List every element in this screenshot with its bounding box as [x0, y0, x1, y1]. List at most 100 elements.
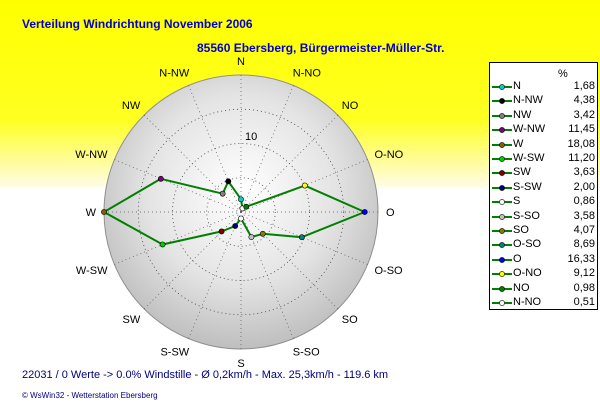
direction-label: NW [122, 100, 141, 112]
data-point-o-no [301, 182, 308, 189]
data-point-n [238, 196, 244, 203]
legend-item-name: S [513, 195, 521, 208]
direction-label: S-SW [160, 347, 189, 359]
legend-marker-icon [492, 127, 512, 134]
data-point-o [361, 209, 368, 215]
legend-item-value: 3,63 [573, 166, 595, 179]
legend-item: S-SW 2,00 [490, 181, 597, 195]
data-point-s-sw [232, 223, 239, 229]
legend-item: W-SW 11,20 [490, 152, 597, 166]
legend-item: S-SO 3,58 [490, 210, 597, 224]
legend-item: SW 3,63 [490, 166, 597, 180]
legend-item: NO 0,98 [490, 282, 597, 296]
direction-label: O [386, 207, 395, 219]
data-point-so [259, 230, 266, 237]
legend-item-name: O-SO [513, 238, 542, 251]
legend-item: S 0,86 [490, 195, 597, 209]
legend-item: O 16,33 [490, 253, 597, 267]
data-point-s [238, 215, 244, 222]
legend-item-value: 11,20 [568, 152, 595, 164]
direction-label: N [237, 56, 245, 68]
legend-item-value: 8,69 [573, 238, 595, 251]
legend-item-name: W [513, 137, 524, 150]
data-point-n-nw [225, 178, 232, 185]
legend-marker-icon [492, 84, 512, 90]
legend-marker-icon [492, 184, 512, 191]
data-point-o-so [298, 234, 305, 241]
direction-label: S [237, 358, 244, 370]
legend-marker-icon [492, 156, 512, 162]
legend-item-value: 1,68 [573, 80, 595, 92]
legend-item-value: 9,12 [573, 267, 595, 280]
legend-item-name: S-SO [513, 209, 540, 222]
grid-spoke [188, 211, 242, 339]
legend-item-name: W-NW [513, 123, 546, 136]
footer-stats: 22031 / 0 Werte -> 0.0% Windstille - Ø 0… [22, 369, 389, 381]
legend-marker-icon [492, 242, 512, 249]
legend-marker-icon [492, 141, 512, 148]
legend-item: O-SO 8,69 [490, 238, 597, 252]
legend-item: N 1,68 [490, 80, 597, 94]
direction-label: SW [122, 314, 140, 326]
grid-spoke [240, 114, 339, 213]
legend-item: N-NO 0,51 [490, 296, 597, 310]
direction-label: O-NO [375, 149, 404, 161]
legend-item-name: N-NW [513, 94, 543, 107]
direction-label: S-SO [293, 347, 320, 359]
direction-label: NO [342, 100, 359, 112]
chart-subtitle: 85560 Ebersberg, Bürgermeister-Müller-St… [197, 41, 445, 55]
legend-item-name: NW [513, 108, 532, 121]
legend-marker-icon [492, 285, 512, 292]
direction-label: SO [342, 314, 358, 326]
legend-item-value: 3,58 [573, 209, 595, 222]
data-point-w-nw [157, 175, 164, 182]
grid-ring [137, 108, 345, 316]
legend-item: SO 4,07 [490, 224, 597, 238]
legend: % N 1,68 N-NW 4,38 NW 3,42 W-NW 11,45 W 18,08 W-SW… [489, 62, 598, 310]
direction-label: W [86, 207, 97, 219]
legend-marker-icon [492, 300, 512, 306]
direction-label: O-SO [375, 265, 404, 277]
ring-tick-label: 10 [245, 131, 257, 143]
legend-item-name: NO [513, 281, 530, 294]
data-point-sw [218, 228, 225, 235]
legend-item-name: W-SW [513, 152, 545, 164]
legend-item-value: 0,86 [573, 195, 595, 208]
legend-item-name: SW [513, 166, 531, 179]
data-point-s-so [248, 234, 255, 240]
legend-item-name: O-NO [513, 267, 542, 280]
grid-spoke [114, 211, 242, 265]
footer-credit: © WsWin32 - Wetterstation Ebersberg [22, 391, 158, 400]
data-point-no [243, 203, 250, 210]
direction-label: W-SW [76, 265, 108, 277]
grid-spoke [143, 114, 242, 213]
data-point-w-sw [159, 241, 166, 248]
legend-item-name: N [513, 80, 521, 92]
legend-item: W-NW 11,45 [490, 123, 597, 137]
grid-spoke [240, 85, 294, 213]
grid-spoke [240, 211, 339, 310]
legend-item-value: 4,07 [573, 224, 595, 236]
legend-item-name: S-SW [513, 180, 542, 193]
grid-spoke [188, 85, 242, 213]
grid-spoke [240, 211, 294, 339]
data-point-nw [219, 190, 226, 197]
legend-item-value: 0,51 [573, 296, 595, 308]
legend-item-value: 16,33 [567, 252, 595, 265]
legend-item-value: 4,38 [573, 94, 595, 107]
legend-item-name: N-NO [513, 296, 542, 308]
legend-item: W 18,08 [490, 138, 597, 152]
direction-label: W-NW [75, 149, 108, 161]
legend-marker-icon [492, 213, 512, 220]
legend-marker-icon [492, 228, 512, 234]
legend-item-value: 2,00 [573, 180, 595, 193]
grid-spoke [114, 159, 242, 213]
legend-item-value: 18,08 [567, 137, 595, 150]
legend-unit-label: % [558, 68, 568, 80]
legend-marker-icon [492, 256, 512, 263]
direction-label: N-NW [159, 67, 190, 79]
legend-item-name: O [513, 252, 522, 265]
chart-title: Verteilung Windrichtung November 2006 [22, 17, 253, 31]
direction-label: N-NO [293, 67, 322, 79]
